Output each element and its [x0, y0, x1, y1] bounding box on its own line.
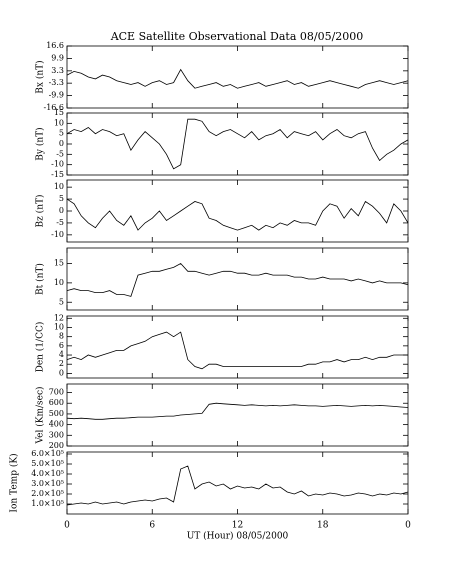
y-tick-label: 10 [54, 118, 64, 127]
y-tick-label: 10 [54, 322, 64, 331]
y-tick-label: 16.6 [46, 41, 64, 50]
y-axis-label: Bz (nT) [35, 194, 46, 227]
y-tick-label: 0 [59, 139, 64, 148]
y-tick-label: 0 [59, 206, 64, 215]
y-tick-label: 15 [54, 259, 64, 268]
y-tick-label: 6 [59, 341, 64, 350]
y-tick-label: -5 [56, 149, 64, 158]
x-tick-label: 18 [317, 521, 329, 531]
y-tick-label: 2 [59, 359, 64, 368]
data-line [66, 402, 409, 420]
y-tick-label: 9.9 [51, 54, 64, 63]
y-axis-label: Den (1/CC) [35, 322, 46, 373]
y-tick-label: 6.0×10⁵ [31, 449, 64, 458]
y-tick-label: -10 [51, 230, 64, 239]
y-tick-label: -3.3 [49, 78, 64, 87]
y-tick-label: 500 [49, 409, 64, 418]
y-tick-label: -10 [51, 160, 64, 169]
y-tick-label: 700 [49, 388, 64, 397]
y-tick-label: -16.6 [43, 103, 64, 112]
x-tick-label: 0 [405, 521, 411, 531]
x-tick-label: 6 [149, 521, 155, 531]
y-tick-label: 5 [59, 297, 64, 306]
y-tick-label: 200 [49, 441, 64, 450]
y-tick-label: 300 [49, 430, 64, 439]
y-axis-label: Ion Temp (K) [9, 453, 20, 512]
y-tick-label: 600 [49, 398, 64, 407]
y-tick-label: 10 [54, 182, 64, 191]
x-axis-label: UT (Hour) 08/05/2000 [187, 531, 289, 542]
y-tick-label: -9.9 [49, 90, 64, 99]
y-tick-label: 1.0×10⁵ [31, 499, 64, 508]
y-tick-label: 400 [49, 420, 64, 429]
y-axis-label: Bt (nT) [35, 263, 46, 295]
data-line [66, 262, 409, 297]
data-line [66, 68, 409, 89]
y-tick-label: 5.0×10⁵ [31, 459, 64, 468]
y-tick-label: 12 [54, 313, 64, 322]
x-tick-label: 12 [232, 521, 243, 531]
chart-title: ACE Satellite Observational Data 08/05/2… [110, 30, 364, 43]
y-tick-label: 3.3 [51, 66, 64, 75]
y-tick-label: 0 [59, 368, 64, 377]
data-line [66, 198, 409, 231]
y-tick-label: 15 [54, 108, 64, 117]
y-tick-label: -15 [51, 170, 64, 179]
y-tick-label: 10 [54, 278, 64, 287]
y-tick-label: 3.0×10⁵ [31, 479, 64, 488]
y-axis-label: Bx (nT) [35, 60, 46, 93]
data-line [66, 331, 408, 370]
y-tick-label: 5 [59, 129, 64, 138]
y-tick-label: 5 [59, 194, 64, 203]
x-tick-label: 0 [64, 521, 70, 531]
y-tick-label: 8 [59, 332, 64, 341]
y-axis-label: Vel (Km/sec) [35, 386, 46, 444]
y-tick-label: 2.0×10⁵ [31, 489, 64, 498]
y-tick-label: 4 [59, 350, 64, 359]
data-line [66, 465, 409, 506]
data-line [66, 118, 409, 170]
y-tick-label: 4.0×10⁵ [31, 469, 64, 478]
y-axis-label: By (nT) [35, 127, 46, 160]
y-tick-label: -5 [56, 218, 64, 227]
